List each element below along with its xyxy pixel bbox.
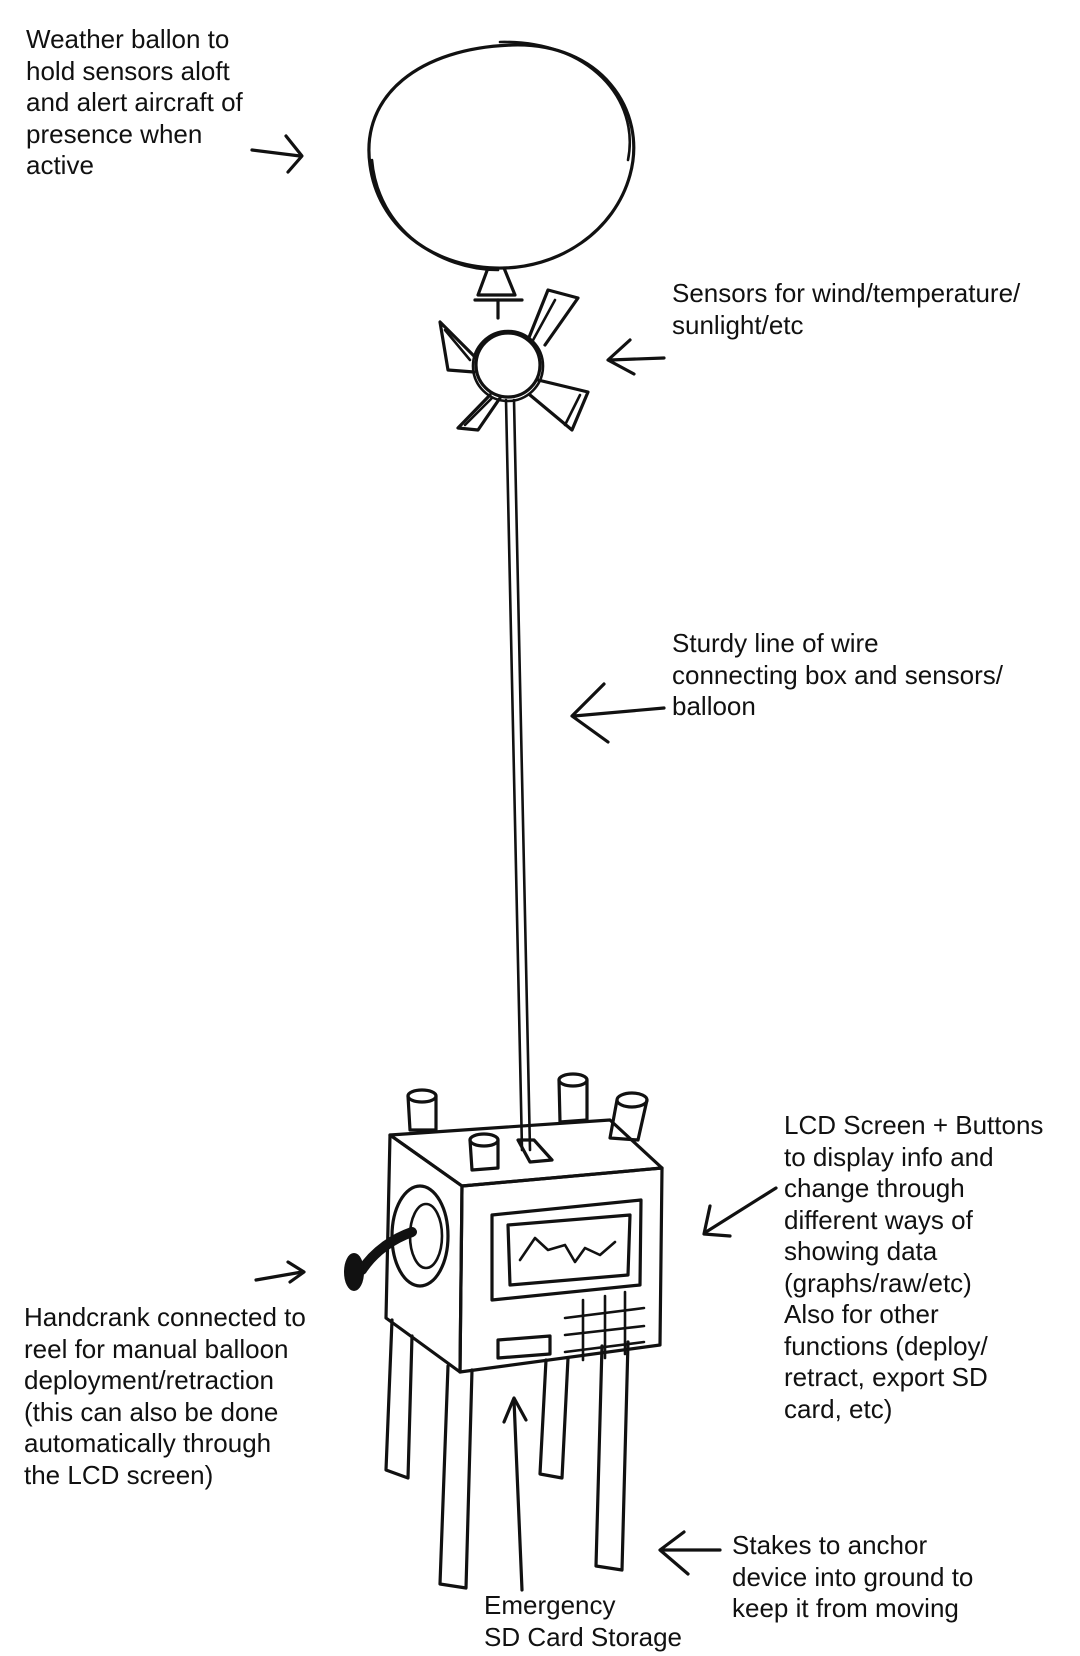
stakes-label: Stakes to anchor device into ground to k… [732, 1530, 973, 1625]
weather-balloon [369, 42, 634, 318]
balloon-label-line: Weather ballon to [26, 24, 243, 56]
wire-label-line: balloon [672, 691, 1003, 723]
handcrank-label-line: deployment/retraction [24, 1365, 306, 1397]
lcd-label-line: card, etc) [784, 1394, 1043, 1426]
stakes-label-line: device into ground to [732, 1562, 973, 1594]
handcrank-label-line: automatically through [24, 1428, 306, 1460]
wire-line [506, 400, 530, 1150]
sensors-label-line: sunlight/etc [672, 310, 1020, 342]
balloon-label-line: hold sensors aloft [26, 56, 243, 88]
stakes-label-line: Stakes to anchor [732, 1530, 973, 1562]
lcd-label: LCD Screen + Buttons to display info and… [784, 1110, 1043, 1425]
sd-card-label-line: SD Card Storage [484, 1622, 682, 1654]
lcd-label-line: different ways of [784, 1205, 1043, 1237]
wire-label-line: Sturdy line of wire [672, 628, 1003, 660]
lcd-label-line: LCD Screen + Buttons [784, 1110, 1043, 1142]
sensors-label: Sensors for wind/temperature/ sunlight/e… [672, 278, 1020, 341]
lcd-label-line: Also for other [784, 1299, 1043, 1331]
wire-label: Sturdy line of wire connecting box and s… [672, 628, 1003, 723]
handcrank-label-line: reel for manual balloon [24, 1334, 306, 1366]
sd-card-label-line: Emergency [484, 1590, 682, 1622]
stakes [386, 1320, 628, 1588]
arrows [252, 136, 776, 1590]
handcrank-label-line: (this can also be done [24, 1397, 306, 1429]
balloon-label-line: and alert aircraft of [26, 87, 243, 119]
lcd-label-line: to display info and [784, 1142, 1043, 1174]
handcrank-label-line: the LCD screen) [24, 1460, 306, 1492]
lcd-label-line: functions (deploy/ [784, 1331, 1043, 1363]
handcrank-label: Handcrank connected to reel for manual b… [24, 1302, 306, 1491]
wire-label-line: connecting box and sensors/ [672, 660, 1003, 692]
handcrank-label-line: Handcrank connected to [24, 1302, 306, 1334]
sensors-label-line: Sensors for wind/temperature/ [672, 278, 1020, 310]
sd-card-label: Emergency SD Card Storage [484, 1590, 682, 1653]
stakes-label-line: keep it from moving [732, 1593, 973, 1625]
lcd-label-line: change through [784, 1173, 1043, 1205]
balloon-label-line: presence when [26, 119, 243, 151]
lcd-label-line: (graphs/raw/etc) [784, 1268, 1043, 1300]
balloon-label: Weather ballon to hold sensors aloft and… [26, 24, 243, 182]
balloon-label-line: active [26, 150, 243, 182]
lcd-label-line: retract, export SD [784, 1362, 1043, 1394]
lcd-label-line: showing data [784, 1236, 1043, 1268]
